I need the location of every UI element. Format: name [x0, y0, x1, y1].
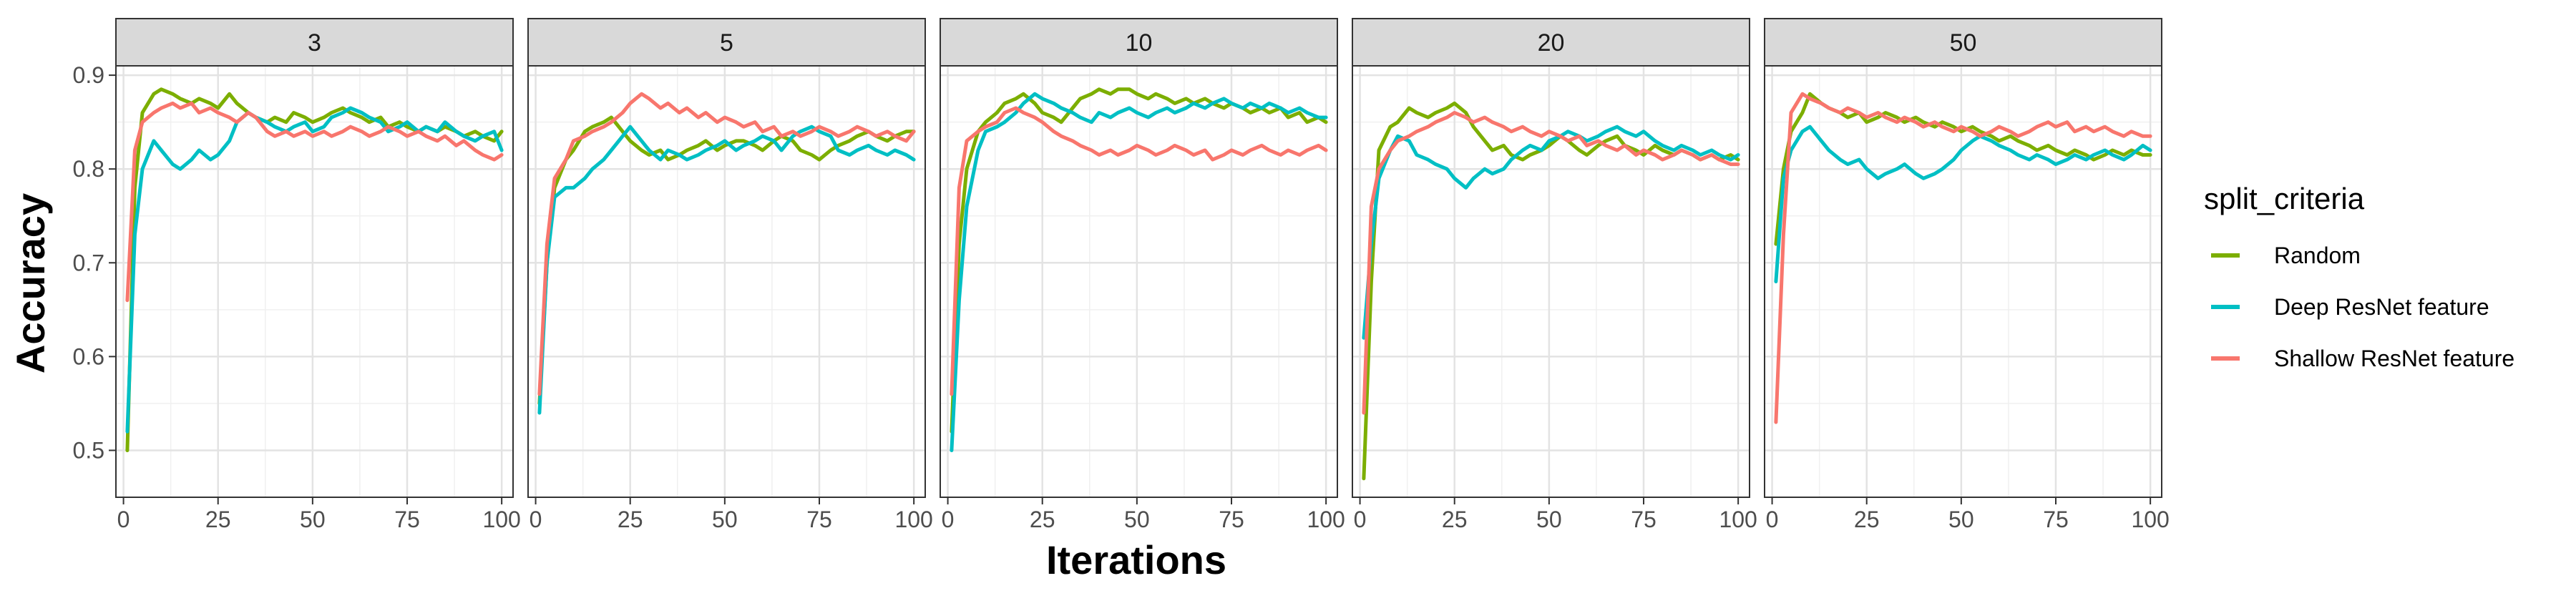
facet-strip-label: 5 [720, 29, 733, 57]
x-tick-label: 50 [1948, 507, 1974, 532]
x-tick-label: 50 [300, 507, 326, 532]
x-tick-label: 25 [1442, 507, 1468, 532]
x-tick-label: 100 [482, 507, 520, 532]
y-tick-label: 0.8 [73, 156, 104, 182]
x-tick-label: 0 [117, 507, 130, 532]
x-tick-label: 75 [1219, 507, 1244, 532]
panel-border [940, 65, 1338, 498]
x-tick-label: 50 [1124, 507, 1150, 532]
x-tick-label: 25 [1030, 507, 1055, 532]
legend-title: split_criteria [2204, 182, 2365, 215]
series-line-random [950, 87, 1328, 434]
x-tick-label: 75 [806, 507, 832, 532]
facet-strip [1764, 18, 2162, 67]
x-tick-label: 0 [942, 507, 955, 532]
legend-entries: Random Deep ResNet feature Shallow ResNet … [2211, 243, 2514, 371]
y-tick-label: 0.6 [73, 343, 104, 369]
x-tick-label: 0 [1766, 507, 1779, 532]
facet-strip-label: 3 [308, 29, 321, 57]
series-line-random [537, 115, 916, 406]
facet-panel-3: 3 0 25 50 75 100 0.5 0.6 0.7 0.8 0.9 [73, 18, 521, 532]
panel-border [527, 65, 926, 498]
x-tick-label: 25 [618, 507, 643, 532]
x-tick-label: 100 [2131, 507, 2169, 532]
facet-strip [115, 18, 514, 67]
legend-label-deep-resnet-feature: Deep ResNet feature [2274, 294, 2489, 320]
y-tick-label: 0.7 [73, 250, 104, 275]
x-tick-label: 0 [530, 507, 542, 532]
facet-strip-label: 50 [1950, 29, 1977, 57]
facet-strip-label: 20 [1538, 29, 1565, 57]
series-line-shallow-resnet-feature [537, 92, 916, 396]
x-tick-label: 75 [394, 507, 420, 532]
series-line-shallow-resnet-feature [950, 106, 1328, 396]
legend-label-random: Random [2274, 243, 2361, 268]
series-line-random [125, 87, 504, 452]
x-tick-label: 100 [1719, 507, 1757, 532]
y-axis-title: Accuracy [8, 193, 53, 373]
x-tick-label: 100 [894, 507, 932, 532]
x-axis-title: Iterations [1046, 537, 1226, 582]
facet-panel-5: 50 25 50 75 100 [527, 18, 933, 532]
x-tick-label: 50 [1536, 507, 1562, 532]
panel-border [1764, 65, 2162, 498]
series-line-deep-resnet-feature [1362, 124, 1740, 340]
series-line-shallow-resnet-feature [1362, 111, 1740, 415]
series-line-shallow-resnet-feature [1774, 92, 2152, 424]
x-tick-label: 100 [1307, 507, 1345, 532]
x-tick-label: 75 [1631, 507, 1657, 532]
series-line-deep-resnet-feature [537, 124, 916, 415]
x-tick-label: 75 [2043, 507, 2069, 532]
facet-strip [1352, 18, 1750, 67]
facet-panel-20: 20 0 25 50 75 100 [1352, 18, 1757, 532]
series-line-random [1362, 101, 1740, 481]
series-line-deep-resnet-feature [125, 106, 504, 434]
series-line-deep-resnet-feature [950, 92, 1328, 452]
facet-strip [940, 18, 1338, 67]
y-tick-label: 0.5 [73, 437, 104, 463]
series-line-deep-resnet-feature [1774, 124, 2152, 283]
facet-panel-50: 50 0 25 50 75 100 [1764, 18, 2170, 532]
series-line-shallow-resnet-feature [125, 101, 504, 303]
x-tick-label: 0 [1354, 507, 1367, 532]
facet-panel-10: 100 25 50 75 100 [940, 18, 1345, 532]
panel-border [115, 65, 514, 498]
legend: split_criteria Random Deep ResNet feature… [2204, 182, 2514, 371]
panel-border [1352, 65, 1750, 498]
x-tick-label: 25 [205, 507, 231, 532]
x-tick-label: 25 [1854, 507, 1880, 532]
legend-label-shallow-resnet-feature: Shallow ResNet feature [2274, 346, 2514, 371]
facet-strip-label: 10 [1126, 29, 1153, 57]
x-tick-label: 50 [712, 507, 738, 532]
y-tick-label: 0.9 [73, 62, 104, 88]
